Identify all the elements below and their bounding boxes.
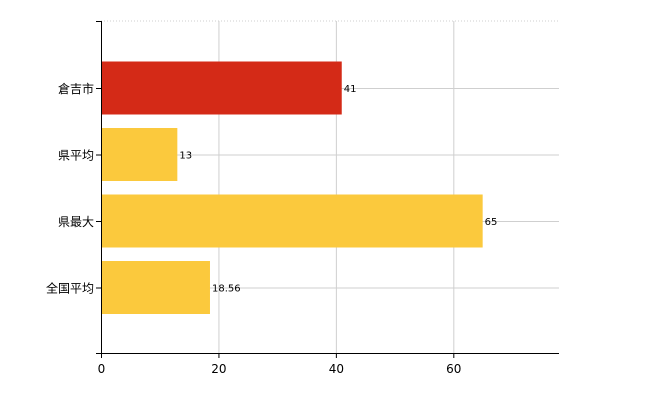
x-tick-label-2: 40 <box>329 362 344 376</box>
bar-4 <box>101 261 210 314</box>
bar-2 <box>101 128 178 181</box>
bar-3 <box>101 194 483 248</box>
category-label-4: 全国平均 <box>46 281 94 296</box>
category-label-2: 県平均 <box>58 149 94 163</box>
category-label-3: 県最大 <box>58 215 94 229</box>
bars <box>101 61 483 314</box>
category-label-1: 倉吉市 <box>58 81 94 96</box>
bar-value-label-1: 41 <box>344 84 357 95</box>
bar-value-label-3: 65 <box>485 217 498 228</box>
axes <box>96 21 559 358</box>
bar-1 <box>101 61 342 115</box>
bar-value-label-2: 13 <box>179 151 192 162</box>
x-tick-label-0: 0 <box>98 362 106 376</box>
bar-value-label-4: 18.56 <box>212 284 241 295</box>
x-tick-label-1: 20 <box>211 362 226 376</box>
x-tick-label-3: 60 <box>446 362 461 376</box>
